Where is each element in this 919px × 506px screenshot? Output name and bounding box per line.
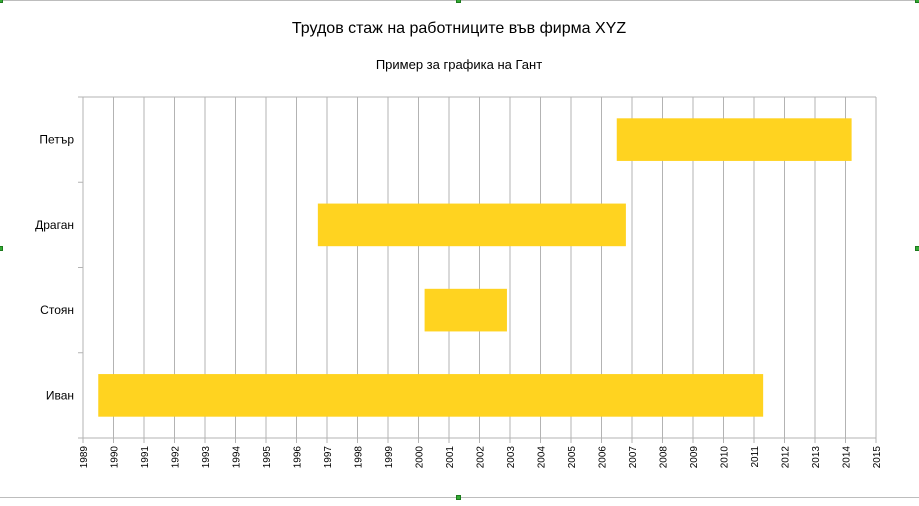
x-tick-label: 1999 [384,446,395,469]
axis-labels: 1989 1990 1991 1992 1993 1994 1995 1996 1997 1998… [35,133,883,469]
x-tick-label: 2010 [720,446,731,469]
resize-handle-bottom-center[interactable] [456,495,461,500]
x-tick-label: 2008 [659,446,670,469]
bar-2 [317,203,626,247]
axes [78,96,877,443]
resize-handle-middle-left[interactable] [0,246,3,251]
x-tick-label: 1989 [79,446,90,469]
y-category-label: Стоян [40,303,74,317]
x-tick-label: 2013 [811,446,822,469]
x-tick-label: 1992 [171,446,182,469]
resize-handle-top-right[interactable] [915,0,919,3]
chart-subtitle: Пример за графика на Гант [376,57,542,72]
x-tick-label: 2007 [628,446,639,469]
resize-handle-middle-right[interactable] [915,246,919,251]
x-tick-label: 2009 [689,446,700,469]
x-tick-label: 2006 [598,446,609,469]
bar-4 [98,374,764,417]
x-tick-label: 1990 [110,446,121,469]
x-tick-label: 1998 [354,446,365,469]
x-tick-label: 1997 [323,446,334,469]
x-tick-label: 2002 [476,446,487,469]
x-tick-label: 2004 [537,446,548,469]
y-category-label: Иван [46,388,74,402]
x-tick-label: 2000 [415,446,426,469]
y-category-label: Петър [39,133,74,147]
x-tick-label: 2015 [872,446,883,469]
x-tick-label: 2001 [445,446,456,469]
chart-title: Трудов стаж на работниците във фирма XYZ [292,20,626,37]
resize-handle-top-center[interactable] [456,0,461,3]
bar-3 [424,288,507,332]
x-tick-label: 1993 [201,446,212,469]
y-category-label: Драган [35,218,74,232]
x-tick-label: 1996 [293,446,304,469]
bar-1 [616,118,852,161]
bars [98,118,852,417]
resize-handle-top-left[interactable] [0,0,3,3]
x-tick-label: 2003 [506,446,517,469]
x-tick-label: 2005 [567,446,578,469]
x-tick-label: 1991 [140,446,151,469]
x-tick-label: 1994 [232,446,243,469]
x-tick-label: 2012 [781,446,792,469]
x-tick-label: 2011 [750,446,761,468]
x-tick-label: 2014 [842,446,853,469]
x-tick-label: 1995 [262,446,273,469]
